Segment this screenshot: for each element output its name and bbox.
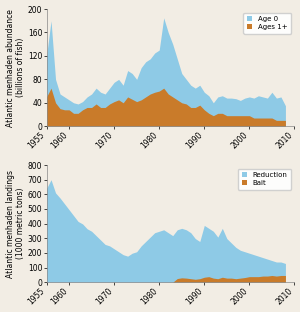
Y-axis label: Atlantic menhaden landings
(1000 metric tons): Atlantic menhaden landings (1000 metric … (6, 170, 25, 278)
Legend: Age 0, Ages 1+: Age 0, Ages 1+ (243, 12, 291, 34)
Y-axis label: Atlantic menhaden abundance
(billions of fish): Atlantic menhaden abundance (billions of… (6, 9, 25, 127)
Legend: Reduction, Bait: Reduction, Bait (238, 168, 291, 190)
